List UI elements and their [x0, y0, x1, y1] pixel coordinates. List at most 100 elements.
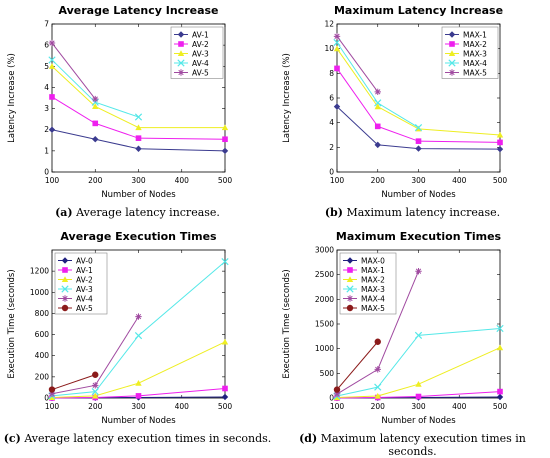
series-AV-5 [48, 39, 99, 103]
series-line [51, 42, 96, 100]
y-tick-label: 2000 [315, 295, 334, 304]
caption-text: Average latency increase. [76, 206, 220, 219]
chart-svg: Average Latency Increase 100 200 300 400 500 0… [7, 4, 232, 200]
legend-marker [448, 50, 456, 57]
legend-marker [448, 59, 456, 67]
series-line [51, 129, 226, 152]
x-tick-label: 400 [452, 176, 467, 185]
y-tick-label: 200 [35, 372, 50, 381]
series-AV-4 [48, 313, 142, 397]
y-tick-label: 10 [324, 44, 334, 53]
x-tick-label: 300 [131, 176, 146, 185]
y-tick-label: 800 [35, 309, 50, 318]
series-line [51, 65, 225, 129]
data-point [134, 332, 143, 340]
data-point [374, 103, 381, 110]
chart-svg: Maximum Latency Increase 100 200 300 400 500 0… [282, 4, 508, 200]
series-AV-5 [48, 371, 99, 393]
x-tick-label: 100 [45, 176, 60, 185]
y-tick-label: 2 [44, 125, 49, 134]
series-line [51, 374, 96, 391]
series-line [336, 341, 379, 390]
y-tick-label: 5 [44, 62, 49, 71]
series-line [336, 36, 379, 93]
caption-label: (b) [324, 206, 343, 219]
data-point [135, 135, 142, 141]
chart-caption: (c) Average latency execution times in s… [0, 432, 275, 445]
legend-marker [346, 257, 354, 264]
chart-title: Maximum Execution Times [336, 230, 502, 243]
legend-label: AV-4 [76, 294, 93, 303]
data-point [497, 139, 503, 146]
y-tick-label: 4 [329, 118, 334, 127]
data-point [374, 338, 381, 345]
data-point [414, 123, 423, 132]
caption-text: Maximum latency execution times in secon… [320, 432, 526, 458]
x-tick-label: 200 [88, 402, 103, 411]
x-tick-label: 300 [411, 176, 426, 185]
y-axis-label: Latency Increase (%) [7, 53, 17, 143]
y-tick-label: 0 [329, 168, 334, 177]
x-tick-label: 500 [493, 176, 508, 185]
x-tick-label: 300 [131, 402, 146, 411]
chart-caption: (a) Average latency increase. [0, 206, 275, 219]
legend-label: AV-5 [192, 68, 209, 77]
chart-svg: Average Execution Times 100 200 300 400 500 0 2… [7, 230, 233, 426]
series-MAX-4 [333, 38, 423, 132]
y-tick-label: 0 [329, 394, 334, 403]
legend-label: MAX-4 [463, 59, 487, 68]
legend-label: AV-0 [76, 256, 93, 265]
y-tick-label: 1000 [30, 288, 49, 297]
chart-caption: (b) Maximum latency increase. [275, 206, 550, 219]
series-line [51, 261, 226, 397]
legend-marker [346, 285, 354, 293]
data-point [221, 393, 229, 401]
x-tick-label: 400 [175, 402, 190, 411]
x-axis-label: Number of Nodes [101, 190, 176, 200]
y-tick-label: 1 [44, 146, 49, 155]
series-AV-1 [48, 126, 229, 155]
legend-label: MAX-4 [361, 294, 385, 303]
series-line [336, 106, 501, 150]
x-tick-label: 100 [45, 402, 60, 411]
legend-label: AV-4 [192, 59, 209, 68]
data-point [92, 136, 99, 143]
chart-panel-a: Average Latency Increase 100 200 300 400 500 0… [0, 0, 275, 226]
data-point [135, 313, 142, 320]
data-point [48, 63, 56, 69]
data-point [415, 138, 422, 144]
legend-marker [177, 59, 185, 67]
series-MAX-1 [333, 103, 504, 153]
y-tick-label: 1500 [315, 320, 334, 329]
legend-marker [177, 31, 185, 38]
series-MAX-1 [334, 388, 503, 401]
caption-label: (c) [3, 432, 21, 445]
data-point [91, 388, 99, 396]
legend-label: AV-2 [76, 275, 93, 284]
data-point [496, 344, 504, 351]
x-tick-label: 500 [218, 402, 233, 411]
data-point [374, 366, 381, 373]
legend-label: MAX-5 [361, 304, 385, 313]
series-MAX-2 [333, 344, 504, 401]
legend-marker [347, 267, 353, 273]
legend-label: MAX-5 [463, 68, 487, 77]
caption-text: Average latency execution times in secon… [24, 432, 272, 445]
legend-label: AV-1 [192, 30, 209, 39]
x-tick-label: 500 [493, 402, 508, 411]
chart-svg: Maximum Execution Times 100 200 300 400 500 0 5… [282, 230, 508, 426]
x-tick-label: 400 [452, 402, 467, 411]
y-tick-label: 500 [320, 369, 335, 378]
data-point [48, 126, 56, 133]
data-point [92, 95, 99, 103]
x-axis-label: Number of Nodes [101, 416, 176, 426]
data-point [49, 94, 55, 100]
legend-label: AV-3 [76, 285, 93, 294]
legend-label: AV-5 [76, 304, 93, 313]
series-line [51, 341, 226, 398]
y-tick-label: 600 [35, 330, 50, 339]
y-tick-label: 0 [44, 394, 49, 403]
data-point [92, 103, 99, 110]
y-tick-label: 12 [324, 20, 334, 29]
data-point [333, 33, 341, 40]
